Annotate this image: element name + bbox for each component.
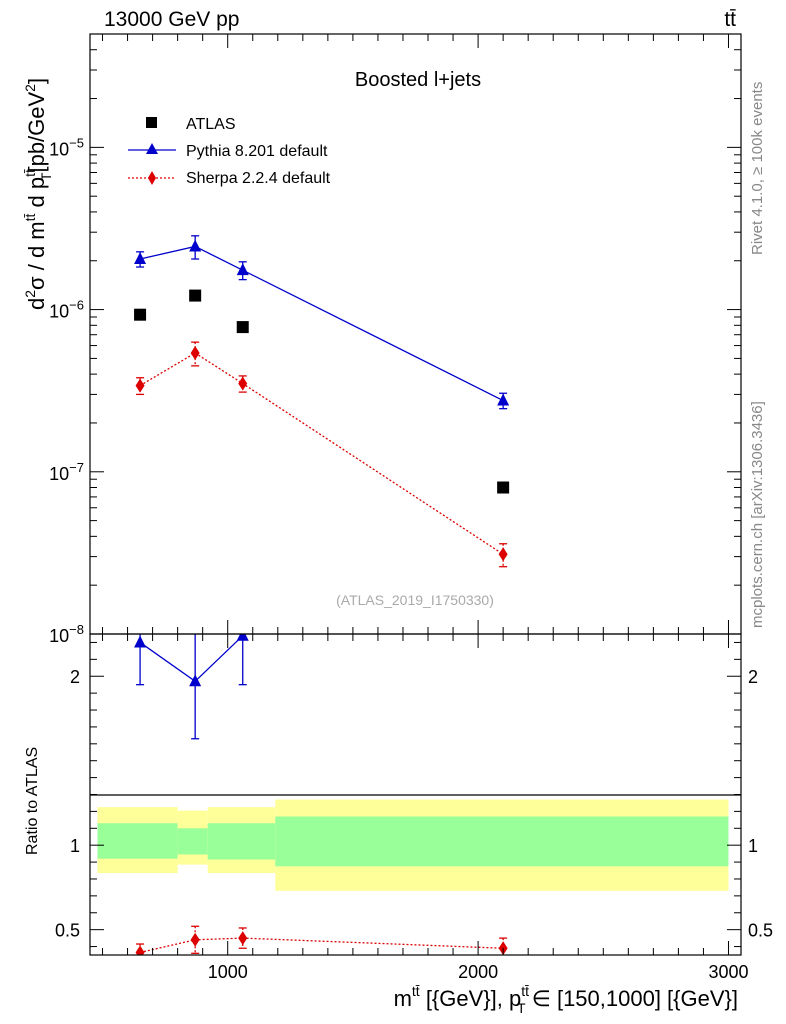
- analysis-id: (ATLAS_2019_I1750330): [336, 592, 494, 608]
- pythia-ratio-line: [139, 634, 246, 683]
- green-band-0: [97, 823, 178, 859]
- atlas-point: [236, 321, 249, 334]
- upper-y-tick-label: 10−7: [49, 460, 84, 484]
- process-label: tt̄: [724, 8, 736, 31]
- x-tick-label: 3000: [708, 962, 748, 982]
- sherpa-ratio-point: [238, 931, 248, 946]
- legend-marker-atlas: [146, 117, 157, 128]
- sherpa-point: [135, 378, 145, 393]
- lower-y-axis-label: Ratio to ATLAS: [24, 747, 41, 855]
- legend-label-sherpa: Sherpa 2.2.4 default: [186, 170, 331, 187]
- axis-ticks: 10−8 10−7 10−6 10−5 0.5 0.5 1 1 2 2 1000 2000 3000: [49, 33, 773, 982]
- x-tick-label: 1000: [208, 962, 248, 982]
- pythia-point: [236, 263, 249, 276]
- pythia-point: [134, 252, 147, 265]
- lower-series: [134, 426, 509, 955]
- legend-marker-pythia: [146, 143, 158, 154]
- pythia-ratio-point: [236, 634, 249, 641]
- upper-y-label-text: d2σ / d mtt̄ d ptt̄T[pb/GeV2]: [22, 78, 54, 310]
- lower-y-tick-label-right: 1: [748, 836, 758, 856]
- upper-y-tick-label: 10−6: [49, 298, 84, 322]
- atlas-point: [134, 308, 147, 321]
- sherpa-point: [498, 547, 508, 562]
- sherpa-line: [139, 352, 504, 555]
- uncertainty-bands: [97, 799, 729, 891]
- lower-y-tick-label-left: 0.5: [55, 921, 80, 941]
- upper-y-axis-label: d2σ / d mtt̄ d ptt̄T[pb/GeV2]: [22, 78, 54, 310]
- sherpa-ratio-line: [139, 937, 504, 954]
- lower-y-tick-label-left: 1: [70, 836, 80, 856]
- chart-title: Boosted l+jets: [355, 69, 481, 91]
- green-band-2: [207, 823, 276, 860]
- sherpa-ratio-point: [190, 932, 200, 947]
- sherpa-point: [238, 376, 248, 391]
- pythia-point: [497, 393, 510, 406]
- upper-y-tick-label: 10−5: [49, 135, 84, 159]
- upper-series: [134, 235, 510, 568]
- x-tick-label: 2000: [458, 962, 498, 982]
- legend: ATLAS Pythia 8.201 default Sherpa 2.2.4 …: [128, 116, 331, 187]
- sherpa-point: [190, 345, 200, 360]
- pythia-ratio-point: [497, 426, 509, 438]
- energy-label: 13000 GeV pp: [104, 8, 239, 31]
- legend-label-atlas: ATLAS: [186, 116, 236, 133]
- lower-y-tick-label-left: 2: [70, 667, 80, 687]
- pythia-ratio-point: [134, 635, 147, 648]
- atlas-point: [189, 289, 202, 302]
- green-band-3: [275, 816, 729, 867]
- rivet-label: Rivet 4.1.0, ≥ 100k events: [749, 82, 766, 255]
- lower-y-tick-label-right: 0.5: [748, 921, 773, 941]
- legend-label-pythia: Pythia 8.201 default: [186, 143, 328, 160]
- mcplots-label: mcplots.cern.ch [arXiv:1306.3436]: [749, 401, 766, 628]
- atlas-point: [497, 481, 510, 494]
- green-band-1: [177, 828, 208, 855]
- pythia-point: [189, 239, 202, 252]
- pythia-ratio-point: [189, 674, 202, 687]
- x-axis-label: mtt̄ [{GeV}], ptt̄ T ∈ [150,1000] [{GeV}]: [394, 983, 738, 1016]
- legend-marker-sherpa: [148, 171, 156, 185]
- pythia-line: [139, 245, 504, 402]
- lower-y-tick-label-right: 2: [748, 667, 758, 687]
- sherpa-ratio-point: [135, 945, 145, 955]
- upper-y-tick-label: 10−8: [49, 622, 84, 646]
